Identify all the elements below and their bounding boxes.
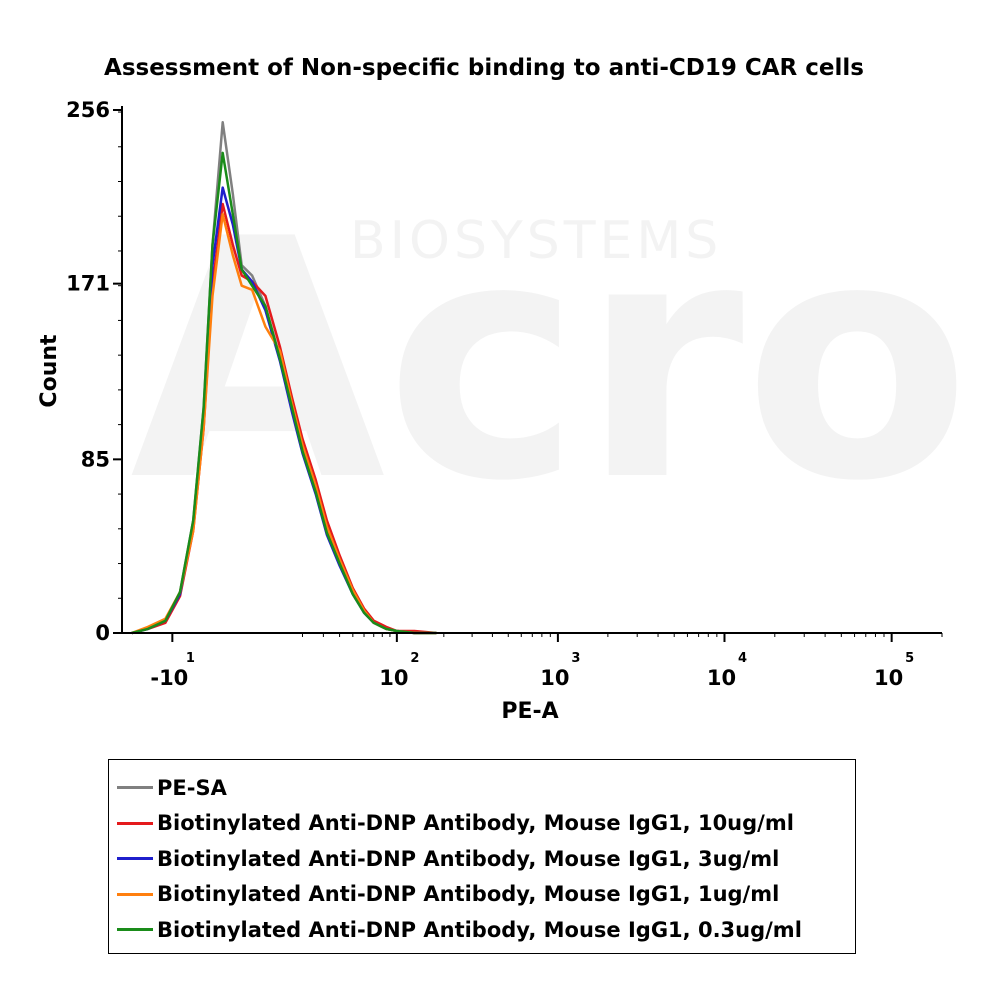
x-tick-label: 10 bbox=[540, 666, 569, 690]
y-tick-label: 0 bbox=[95, 621, 110, 645]
legend-swatch bbox=[117, 928, 153, 932]
series-line-5 bbox=[131, 151, 437, 635]
legend-label: PE-SA bbox=[157, 775, 227, 800]
legend-swatch bbox=[117, 821, 153, 825]
x-tick-exponent: 4 bbox=[738, 651, 747, 666]
legend-label: Biotinylated Anti-DNP Antibody, Mouse Ig… bbox=[157, 846, 780, 871]
legend-swatch bbox=[117, 786, 153, 790]
legend-label: Biotinylated Anti-DNP Antibody, Mouse Ig… bbox=[157, 882, 780, 907]
x-tick-label: 10 bbox=[707, 666, 736, 690]
legend-swatch bbox=[117, 857, 153, 861]
x-tick-label: -10 bbox=[150, 666, 188, 690]
legend: PE-SA Biotinylated Anti-DNP Antibody, Mou… bbox=[108, 759, 856, 954]
histogram-series bbox=[131, 121, 437, 635]
legend-label: Biotinylated Anti-DNP Antibody, Mouse Ig… bbox=[157, 811, 794, 836]
x-tick-label: 10 bbox=[379, 666, 408, 690]
chart-title: Assessment of Non-specific binding to an… bbox=[104, 55, 864, 81]
legend-item-2: Biotinylated Anti-DNP Antibody, Mouse Ig… bbox=[117, 806, 855, 842]
watermark-logo: BIOSYSTEMS Acro bbox=[130, 169, 970, 553]
y-tick-label: 256 bbox=[66, 98, 110, 122]
y-axis-label: Count bbox=[37, 334, 62, 408]
legend-item-1: PE-SA bbox=[117, 770, 855, 806]
x-tick-exponent: 1 bbox=[186, 651, 195, 666]
x-tick-exponent: 5 bbox=[905, 651, 914, 666]
legend-item-4: Biotinylated Anti-DNP Antibody, Mouse Ig… bbox=[117, 877, 855, 913]
x-tick-exponent: 3 bbox=[571, 651, 580, 666]
histogram-chart: BIOSYSTEMS Acro Assessment of Non-specif… bbox=[37, 55, 970, 724]
legend-swatch bbox=[117, 892, 153, 896]
y-axis-ticks: 0 85 171 256 bbox=[66, 98, 122, 645]
legend-item-5: Biotinylated Anti-DNP Antibody, Mouse Ig… bbox=[117, 912, 855, 948]
svg-text:Acro: Acro bbox=[130, 169, 970, 553]
y-tick-label: 171 bbox=[66, 272, 110, 296]
svg-text:BIOSYSTEMS: BIOSYSTEMS bbox=[350, 211, 722, 271]
legend-label: Biotinylated Anti-DNP Antibody, Mouse Ig… bbox=[157, 917, 802, 942]
x-axis-label: PE-A bbox=[501, 699, 558, 724]
x-tick-exponent: 2 bbox=[410, 651, 419, 666]
y-tick-label: 85 bbox=[81, 447, 110, 471]
x-tick-label: 10 bbox=[874, 666, 903, 690]
legend-item-3: Biotinylated Anti-DNP Antibody, Mouse Ig… bbox=[117, 841, 855, 877]
